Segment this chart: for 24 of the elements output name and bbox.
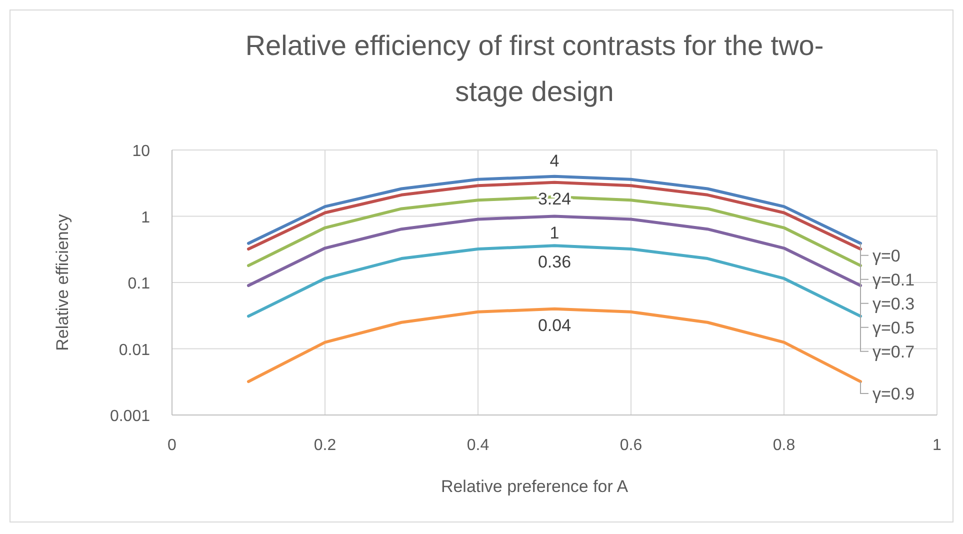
data-label: 0.04 bbox=[538, 316, 572, 335]
series-label: γ=0.3 bbox=[872, 294, 915, 314]
chart-title: Relative efficiency of first contrasts for the two-stage design bbox=[245, 30, 824, 107]
x-tick-label: 0.2 bbox=[314, 437, 336, 454]
x-tick-label: 1 bbox=[932, 437, 942, 454]
x-tick-label: 0.8 bbox=[772, 437, 796, 454]
y-tick-label: 1 bbox=[141, 209, 150, 226]
series-label: γ=0.1 bbox=[872, 270, 915, 290]
series-label: γ=0.9 bbox=[872, 384, 915, 404]
data-label: 4 bbox=[550, 151, 560, 170]
y-tick-label: 0.001 bbox=[110, 408, 150, 425]
series-label: γ=0 bbox=[872, 246, 900, 266]
x-axis-title: Relative preference for A bbox=[440, 477, 629, 496]
x-tick-label: 0.4 bbox=[466, 437, 490, 454]
y-tick-label: 10 bbox=[132, 143, 150, 160]
x-tick-label: 0.6 bbox=[620, 437, 642, 454]
x-tick-label: 0 bbox=[168, 437, 177, 454]
y-axis-title: Relative efficiency bbox=[53, 214, 72, 351]
y-tick-label: 0.01 bbox=[118, 342, 150, 359]
text: γ=0.5 bbox=[872, 318, 915, 338]
data-label: 1 bbox=[550, 223, 560, 242]
data-label: 0.36 bbox=[538, 252, 572, 272]
series-label: γ=0.7 bbox=[872, 342, 915, 362]
y-tick-label: 0.1 bbox=[128, 276, 150, 292]
